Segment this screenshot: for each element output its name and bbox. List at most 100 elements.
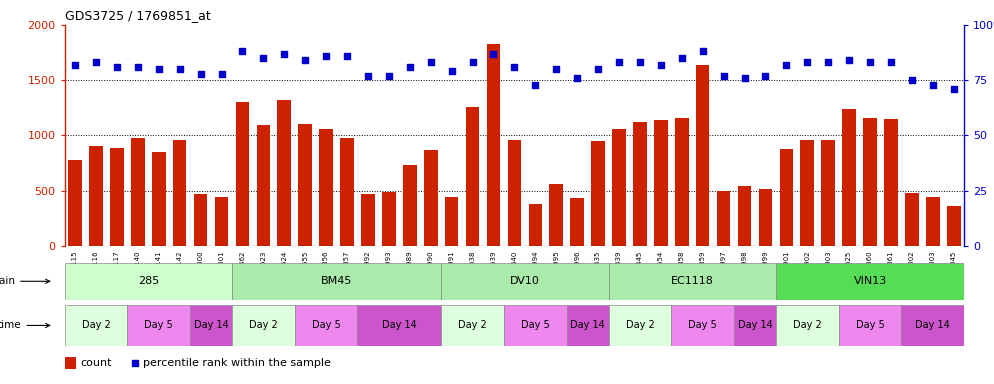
Point (570, 75, 585, 81)
Bar (358, 305, 441, 346)
Point (88, 60, 104, 66)
Point (737, 75, 752, 81)
Point (255, 55, 271, 61)
Text: Day 2: Day 2 (458, 320, 487, 331)
Bar (821, 140, 835, 246)
Point (653, 62, 669, 68)
Text: Day 5: Day 5 (688, 320, 717, 331)
Bar (131, 137, 145, 246)
Bar (696, 65, 710, 246)
Bar (277, 100, 291, 246)
Point (611, 60, 627, 66)
Point (443, 68, 459, 74)
Bar (842, 109, 856, 246)
Text: Day 2: Day 2 (82, 320, 110, 331)
Point (402, 64, 417, 70)
Bar (926, 197, 939, 246)
Point (109, 64, 125, 70)
Text: Day 5: Day 5 (856, 320, 885, 331)
Bar (319, 129, 333, 246)
Point (862, 60, 878, 66)
Point (549, 66, 565, 72)
Bar (382, 192, 396, 246)
Text: Day 14: Day 14 (738, 320, 772, 331)
Text: DV10: DV10 (510, 276, 540, 286)
Bar (529, 204, 542, 246)
Bar (612, 129, 626, 246)
Point (68, 62, 83, 68)
Bar (779, 149, 793, 246)
Text: Day 14: Day 14 (382, 320, 416, 331)
Bar (256, 126, 270, 246)
Text: strain: strain (0, 276, 50, 286)
Bar (839, 305, 902, 346)
Bar (441, 263, 608, 300)
Bar (738, 186, 751, 246)
Point (464, 60, 480, 66)
Bar (152, 152, 166, 246)
Text: Day 5: Day 5 (144, 320, 173, 331)
Point (716, 73, 732, 79)
Bar (567, 305, 608, 346)
Text: 285: 285 (137, 276, 159, 286)
Bar (441, 305, 504, 346)
Point (674, 55, 690, 61)
Bar (65, 305, 127, 346)
Point (924, 81, 940, 88)
Bar (487, 44, 500, 246)
Text: Day 5: Day 5 (521, 320, 550, 331)
Text: EC1118: EC1118 (671, 276, 714, 286)
Bar (654, 120, 668, 246)
Bar (776, 305, 839, 346)
Point (235, 48, 250, 55)
Bar (340, 137, 354, 246)
Bar (675, 118, 689, 246)
Bar (110, 147, 123, 246)
Point (528, 81, 544, 88)
Text: VIN13: VIN13 (854, 276, 887, 286)
Bar (65, 263, 232, 300)
Text: Day 14: Day 14 (571, 320, 605, 331)
Bar (671, 305, 734, 346)
Bar (232, 263, 441, 300)
Bar (758, 189, 772, 246)
Bar (127, 305, 190, 346)
Point (695, 48, 711, 55)
Bar (466, 107, 479, 246)
Point (318, 53, 334, 59)
Point (381, 73, 397, 79)
Bar (717, 190, 731, 246)
Point (883, 60, 899, 66)
Bar (89, 146, 102, 246)
Point (193, 71, 209, 77)
Bar (734, 305, 776, 346)
Bar (776, 263, 964, 300)
Text: count: count (81, 358, 112, 368)
Point (360, 73, 376, 79)
Bar (608, 305, 671, 346)
Bar (423, 150, 437, 246)
Bar (504, 305, 567, 346)
Bar (571, 198, 583, 246)
Bar (65, 357, 77, 369)
Text: Day 5: Day 5 (312, 320, 341, 331)
Point (127, 360, 143, 366)
Point (130, 64, 146, 70)
Text: Day 2: Day 2 (793, 320, 822, 331)
Point (339, 53, 355, 59)
Bar (173, 140, 187, 246)
Bar (215, 197, 229, 246)
Point (945, 86, 961, 92)
Bar (194, 194, 208, 246)
Bar (608, 263, 776, 300)
Bar (947, 206, 960, 246)
Point (297, 57, 313, 63)
Point (841, 57, 857, 63)
Bar (800, 140, 814, 246)
Bar (884, 119, 898, 246)
Bar (863, 118, 877, 246)
Point (276, 51, 292, 57)
Point (172, 66, 188, 72)
Point (799, 60, 815, 66)
Point (757, 73, 773, 79)
